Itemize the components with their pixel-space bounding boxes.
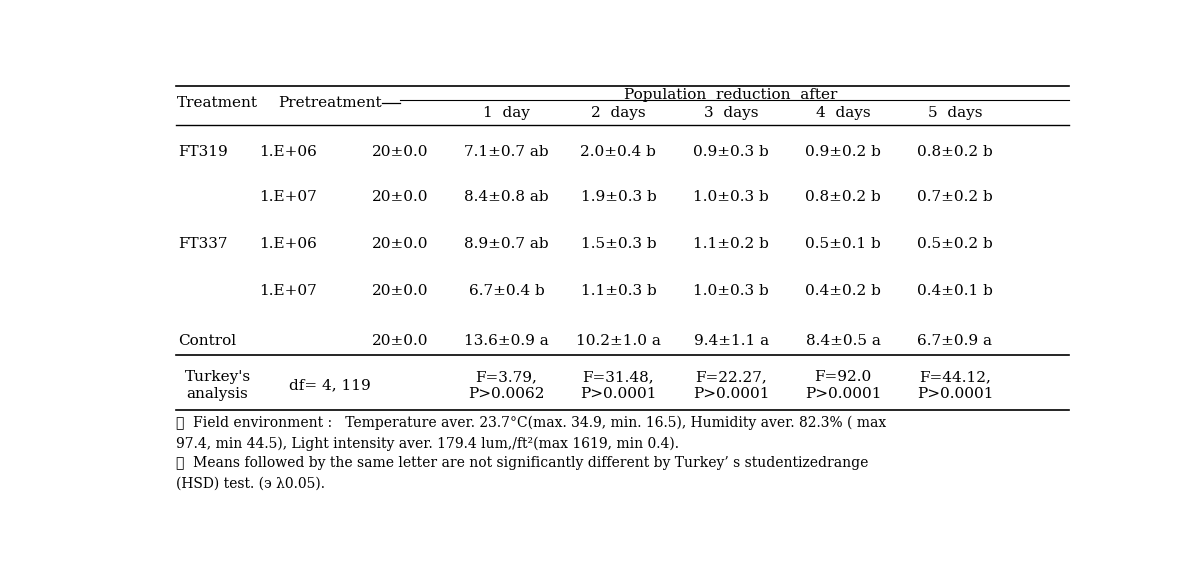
Text: 8.4±0.5 a: 8.4±0.5 a — [806, 334, 881, 348]
Text: 2  days: 2 days — [591, 106, 646, 120]
Text: 1.5±0.3 b: 1.5±0.3 b — [581, 237, 656, 251]
Text: 6.7±0.9 a: 6.7±0.9 a — [918, 334, 992, 348]
Text: 0.7±0.2 b: 0.7±0.2 b — [917, 190, 992, 204]
Text: 1.E+07: 1.E+07 — [260, 190, 318, 204]
Text: 20±0.0: 20±0.0 — [372, 190, 428, 204]
Text: P>0.0001: P>0.0001 — [693, 387, 770, 401]
Text: 13.6±0.9 a: 13.6±0.9 a — [464, 334, 549, 348]
Text: 1.E+06: 1.E+06 — [260, 145, 318, 159]
Text: P>0.0062: P>0.0062 — [468, 387, 545, 401]
Text: 2.0±0.4 b: 2.0±0.4 b — [581, 145, 657, 159]
Text: 0.4±0.1 b: 0.4±0.1 b — [917, 284, 992, 298]
Text: F=3.79,: F=3.79, — [475, 370, 538, 384]
Text: 0.5±0.2 b: 0.5±0.2 b — [917, 237, 992, 251]
Text: 0.5±0.1 b: 0.5±0.1 b — [805, 237, 881, 251]
Text: 1.E+06: 1.E+06 — [260, 237, 318, 251]
Text: 1  day: 1 day — [484, 106, 531, 120]
Text: 20±0.0: 20±0.0 — [372, 145, 428, 159]
Text: 97.4, min 44.5), Light intensity aver. 179.4 lum,/ft²(max 1619, min 0.4).: 97.4, min 44.5), Light intensity aver. 1… — [177, 437, 680, 451]
Text: F=44.12,: F=44.12, — [919, 370, 991, 384]
Text: 0.9±0.3 b: 0.9±0.3 b — [693, 145, 769, 159]
Text: 1.1±0.2 b: 1.1±0.2 b — [693, 237, 769, 251]
Text: Control: Control — [178, 334, 237, 348]
Text: 1.1±0.3 b: 1.1±0.3 b — [581, 284, 657, 298]
Text: 1.0±0.3 b: 1.0±0.3 b — [693, 190, 769, 204]
Text: analysis: analysis — [186, 387, 248, 401]
Text: 10.2±1.0 a: 10.2±1.0 a — [576, 334, 660, 348]
Text: 0.4±0.2 b: 0.4±0.2 b — [805, 284, 881, 298]
Text: 6.7±0.4 b: 6.7±0.4 b — [469, 284, 545, 298]
Text: ※  Field environment :   Temperature aver. 23.7°C(max. 34.9, min. 16.5), Humidit: ※ Field environment : Temperature aver. … — [177, 416, 887, 430]
Text: 0.9±0.2 b: 0.9±0.2 b — [805, 145, 881, 159]
Text: P>0.0001: P>0.0001 — [805, 387, 882, 401]
Text: F=92.0: F=92.0 — [814, 370, 872, 384]
Text: Treatment: Treatment — [177, 97, 257, 111]
Text: ※  Means followed by the same letter are not significantly different by Turkey’ : ※ Means followed by the same letter are … — [177, 456, 869, 470]
Text: 20±0.0: 20±0.0 — [372, 334, 428, 348]
Text: 8.4±0.8 ab: 8.4±0.8 ab — [464, 190, 549, 204]
Text: FT319: FT319 — [178, 145, 229, 159]
Text: 20±0.0: 20±0.0 — [372, 237, 428, 251]
Text: Pretreatment: Pretreatment — [279, 97, 383, 111]
Text: FT337: FT337 — [178, 237, 227, 251]
Text: 5  days: 5 days — [928, 106, 982, 120]
Text: 9.4±1.1 a: 9.4±1.1 a — [694, 334, 769, 348]
Text: P>0.0001: P>0.0001 — [917, 387, 994, 401]
Text: 1.0±0.3 b: 1.0±0.3 b — [693, 284, 769, 298]
Text: (HSD) test. (϶ λ0.05).: (HSD) test. (϶ λ0.05). — [177, 476, 326, 490]
Text: P>0.0001: P>0.0001 — [580, 387, 657, 401]
Text: 0.8±0.2 b: 0.8±0.2 b — [917, 145, 992, 159]
Text: 1.E+07: 1.E+07 — [260, 284, 318, 298]
Text: F=31.48,: F=31.48, — [582, 370, 654, 384]
Text: 3  days: 3 days — [704, 106, 758, 120]
Text: 4  days: 4 days — [816, 106, 871, 120]
Text: Turkey's: Turkey's — [184, 370, 250, 384]
Text: 1.9±0.3 b: 1.9±0.3 b — [581, 190, 657, 204]
Text: 0.8±0.2 b: 0.8±0.2 b — [805, 190, 881, 204]
Text: df= 4, 119: df= 4, 119 — [290, 379, 372, 393]
Text: 8.9±0.7 ab: 8.9±0.7 ab — [464, 237, 549, 251]
Text: 7.1±0.7 ab: 7.1±0.7 ab — [464, 145, 549, 159]
Text: F=22.27,: F=22.27, — [695, 370, 768, 384]
Text: Population  reduction  after: Population reduction after — [624, 88, 837, 102]
Text: 20±0.0: 20±0.0 — [372, 284, 428, 298]
